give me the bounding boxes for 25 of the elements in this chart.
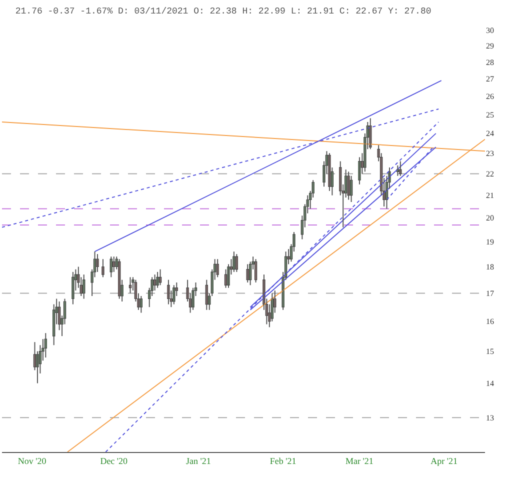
y-tick-label: 20 <box>486 214 494 223</box>
y-tick-label: 27 <box>486 74 494 84</box>
y-tick-label: 19 <box>486 238 494 247</box>
y-tick-label: 16 <box>486 317 494 326</box>
y-tick-label: 14 <box>486 379 494 388</box>
y-tick-label: 24 <box>486 129 494 138</box>
y-tick-label: 28 <box>486 58 494 67</box>
chart-title: 21.76 -0.37 -1.67% D: 03/11/2021 O: 22.38 H: 22.99 L: 21.91 C: 22.67 Y: 27.80 <box>15 6 432 16</box>
y-tick-label: 25 <box>486 110 494 120</box>
y-tick-label: 13 <box>486 413 494 422</box>
y-tick-label: 21 <box>486 191 494 200</box>
y-tick-label: 29 <box>486 42 494 51</box>
x-tick-label: Feb '21 <box>270 456 296 466</box>
x-tick-label: Nov '20 <box>18 456 47 466</box>
x-tick-label: Jan '21 <box>186 456 211 466</box>
x-tick-label: Mar '21 <box>346 456 374 466</box>
y-tick-label: 18 <box>486 262 494 272</box>
y-tick-label: 17 <box>486 289 494 298</box>
x-tick-label: Dec '20 <box>100 456 128 466</box>
y-tick-label: 23 <box>486 148 494 158</box>
y-tick-label: 26 <box>486 92 494 102</box>
y-tick-label: 30 <box>486 26 494 35</box>
y-tick-label: 15 <box>486 347 494 356</box>
y-tick-label: 22 <box>486 170 494 179</box>
x-tick-label: Apr '21 <box>430 456 458 466</box>
